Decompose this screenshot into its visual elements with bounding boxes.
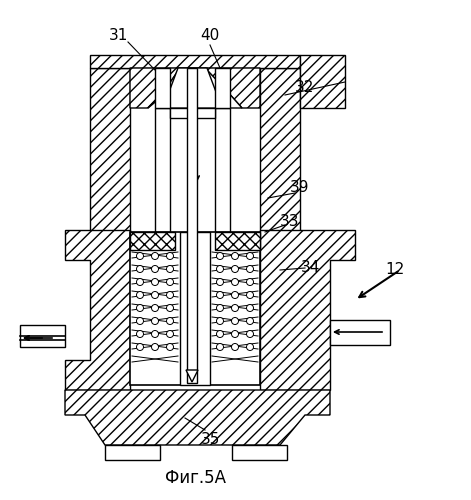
Circle shape [232, 292, 238, 298]
Polygon shape [163, 68, 222, 108]
Bar [20, 325, 65, 347]
Circle shape [152, 318, 159, 324]
Circle shape [217, 292, 224, 298]
Circle shape [167, 304, 173, 312]
Circle shape [232, 344, 238, 350]
Polygon shape [300, 55, 345, 108]
Bar [65, 320, 90, 352]
Circle shape [246, 344, 253, 350]
Text: 32: 32 [295, 80, 315, 96]
Bar [215, 232, 260, 250]
Bar [155, 68, 170, 108]
Circle shape [246, 292, 253, 298]
Text: 40: 40 [200, 28, 219, 42]
Bar [155, 108, 170, 232]
Circle shape [137, 344, 144, 350]
Bar [260, 68, 300, 232]
Circle shape [232, 278, 238, 285]
Circle shape [137, 292, 144, 298]
Circle shape [137, 330, 144, 338]
Circle shape [152, 330, 159, 338]
Circle shape [167, 318, 173, 324]
Bar [180, 232, 210, 385]
Circle shape [217, 304, 224, 312]
Polygon shape [205, 68, 260, 108]
Circle shape [246, 318, 253, 324]
Circle shape [137, 304, 144, 312]
Circle shape [167, 344, 173, 350]
Bar [215, 108, 230, 232]
Text: Фиг.5А: Фиг.5А [164, 469, 226, 487]
Circle shape [217, 344, 224, 350]
Text: 39: 39 [290, 180, 310, 196]
Polygon shape [148, 68, 242, 108]
Circle shape [137, 278, 144, 285]
Circle shape [217, 330, 224, 338]
Circle shape [152, 278, 159, 285]
Bar [90, 68, 130, 232]
Text: 35: 35 [200, 432, 219, 448]
Circle shape [152, 252, 159, 260]
Circle shape [167, 330, 173, 338]
Circle shape [246, 278, 253, 285]
Circle shape [152, 266, 159, 272]
Circle shape [167, 266, 173, 272]
Bar [170, 108, 215, 118]
Circle shape [232, 252, 238, 260]
Circle shape [152, 292, 159, 298]
Bar [187, 68, 197, 383]
Bar [130, 232, 175, 250]
Circle shape [137, 266, 144, 272]
Circle shape [217, 266, 224, 272]
Circle shape [167, 292, 173, 298]
Circle shape [246, 266, 253, 272]
Polygon shape [130, 68, 180, 108]
Circle shape [232, 330, 238, 338]
Bar [105, 445, 160, 460]
Circle shape [246, 330, 253, 338]
Circle shape [217, 318, 224, 324]
Polygon shape [260, 230, 355, 390]
Text: 33: 33 [280, 214, 300, 230]
Bar [330, 320, 390, 345]
Circle shape [217, 278, 224, 285]
Bar [130, 232, 260, 385]
Circle shape [167, 278, 173, 285]
Circle shape [246, 304, 253, 312]
Bar [215, 68, 230, 108]
Text: 12: 12 [385, 262, 405, 278]
Polygon shape [186, 370, 198, 382]
Circle shape [232, 304, 238, 312]
Circle shape [137, 252, 144, 260]
Text: 31: 31 [108, 28, 128, 42]
Polygon shape [65, 230, 130, 390]
Text: 34: 34 [300, 260, 320, 276]
Circle shape [152, 304, 159, 312]
Circle shape [246, 252, 253, 260]
Circle shape [217, 252, 224, 260]
Circle shape [232, 266, 238, 272]
Circle shape [137, 318, 144, 324]
Bar [90, 55, 300, 68]
Circle shape [167, 252, 173, 260]
Circle shape [152, 344, 159, 350]
Bar [232, 445, 287, 460]
Circle shape [232, 318, 238, 324]
Polygon shape [65, 390, 330, 445]
